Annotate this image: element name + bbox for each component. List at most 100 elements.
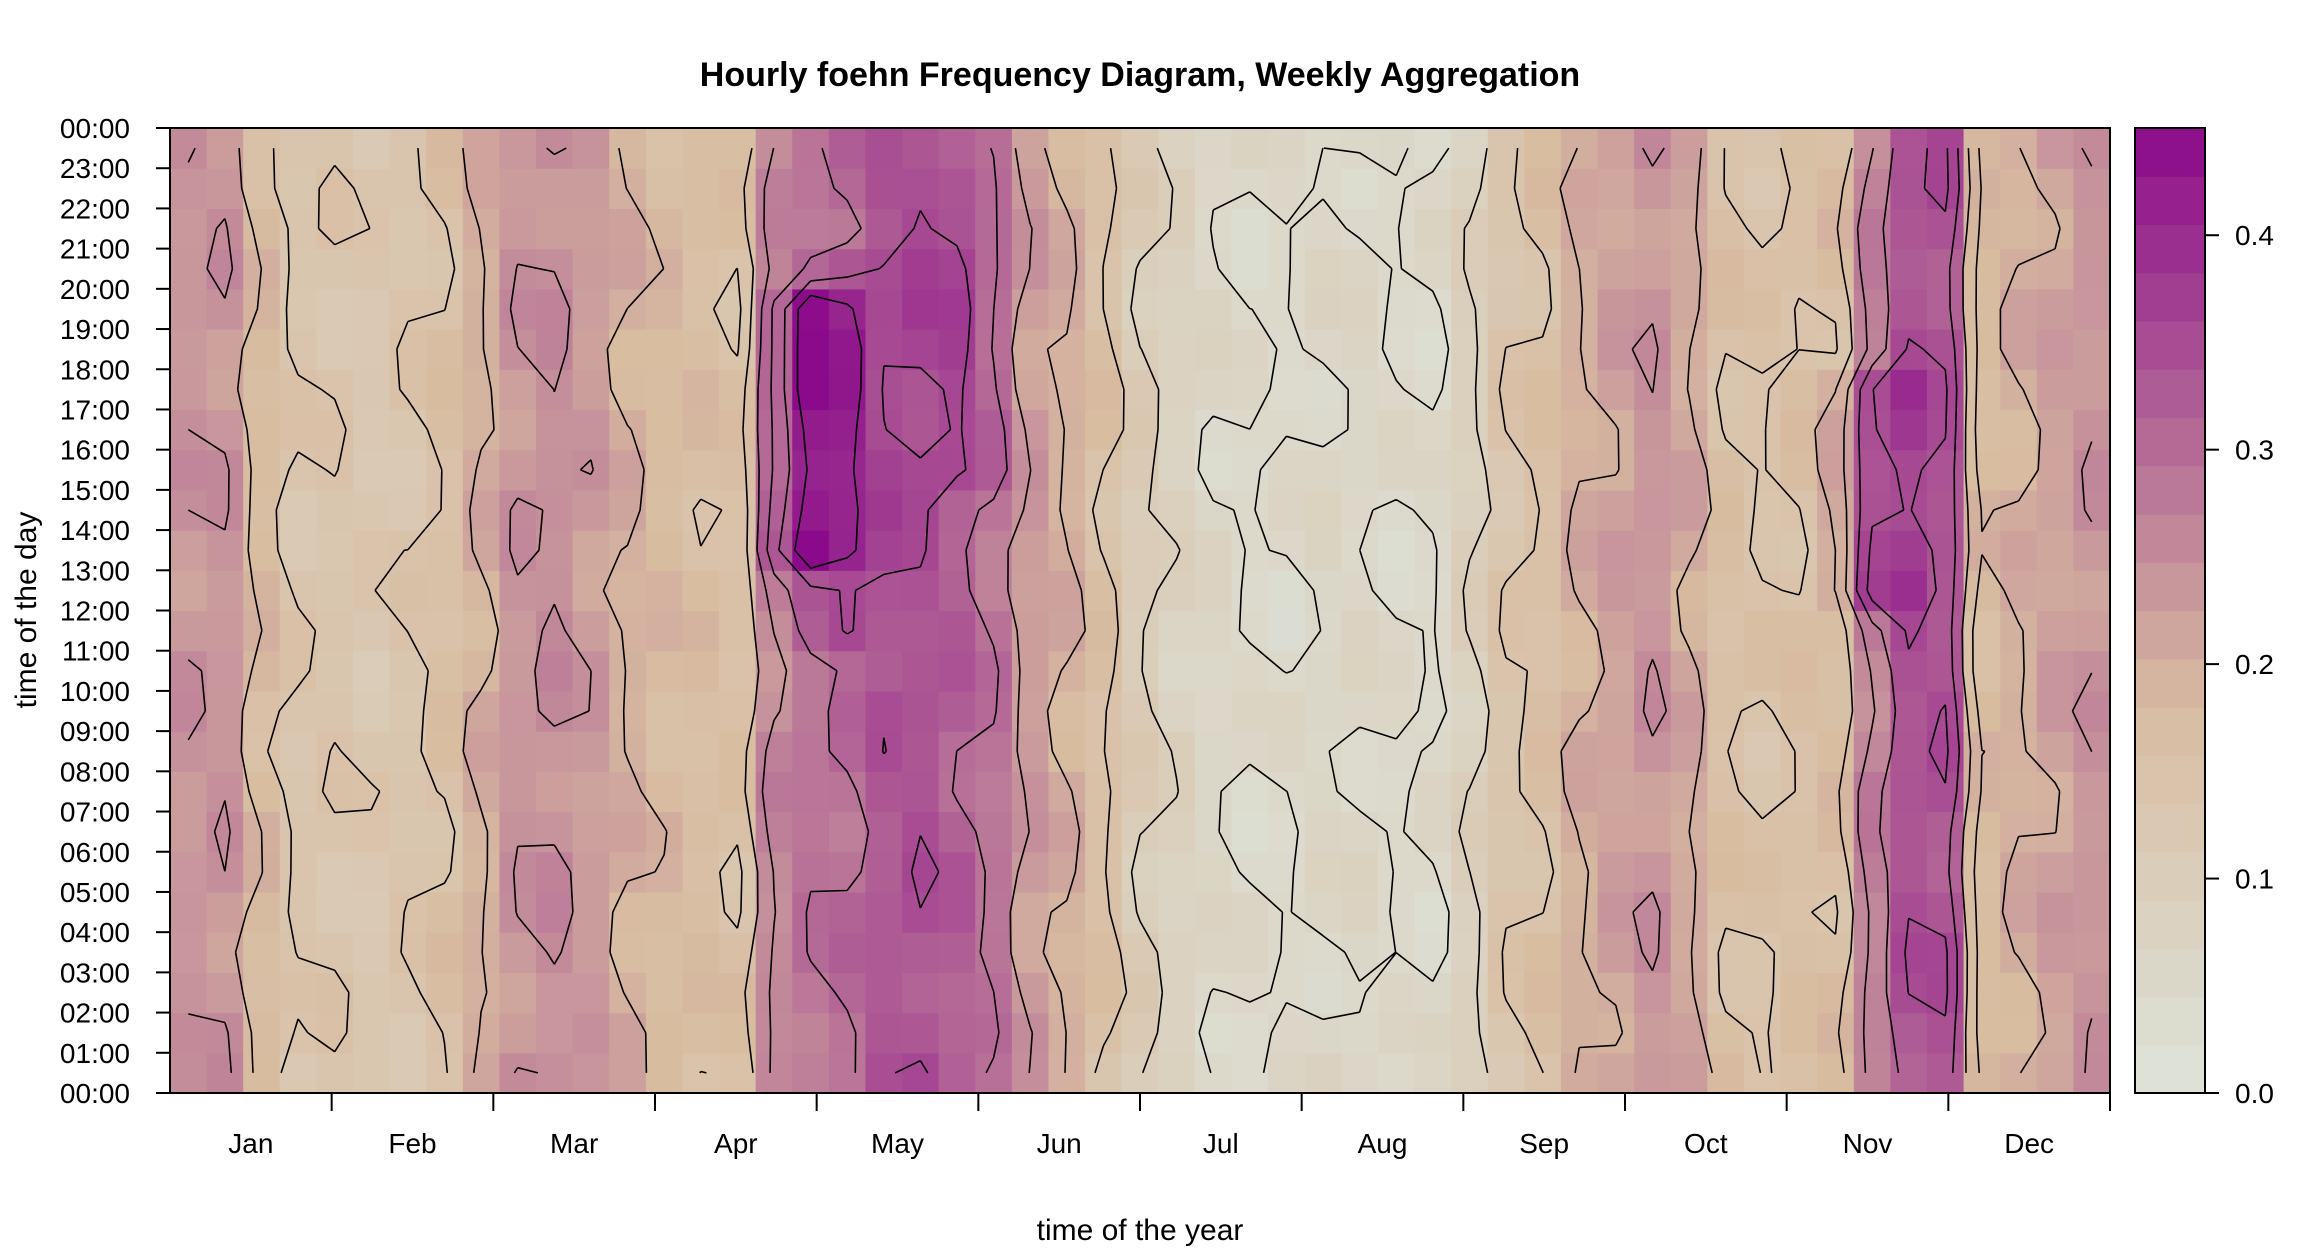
heatmap-cell — [1121, 972, 1159, 1014]
heatmap-cell — [719, 369, 757, 411]
heatmap-cell — [1048, 409, 1086, 451]
heatmap-cell — [536, 449, 574, 491]
heatmap-cell — [645, 972, 684, 1014]
heatmap-cell — [1268, 208, 1306, 250]
heatmap-cell — [938, 449, 976, 491]
heatmap-cell — [499, 288, 537, 330]
heatmap-cell — [719, 208, 757, 250]
heatmap-cell — [1451, 570, 1489, 612]
heatmap-cell — [1085, 851, 1123, 893]
heatmap-cell — [828, 128, 867, 169]
heatmap-cell — [1524, 972, 1562, 1014]
heatmap-cell — [316, 811, 354, 853]
heatmap-cell — [1121, 932, 1159, 973]
heatmap-cell — [2073, 811, 2111, 853]
heatmap-cell — [2073, 771, 2111, 813]
colorbar-swatch — [2135, 755, 2205, 805]
heatmap-cell — [828, 329, 867, 370]
heatmap-cell — [1231, 610, 1269, 652]
heatmap-cell — [316, 168, 354, 210]
heatmap-cell — [1926, 288, 1965, 330]
heatmap-cell — [1268, 932, 1306, 973]
heatmap-cell — [1487, 570, 1525, 612]
heatmap-cell — [1817, 489, 1855, 531]
heatmap-cell — [1890, 932, 1928, 973]
heatmap-cell — [938, 489, 976, 531]
heatmap-cell — [1451, 650, 1489, 692]
heatmap-cell — [1377, 1052, 1416, 1094]
y-tick-label: 18:00 — [60, 354, 130, 385]
y-tick-label: 07:00 — [60, 797, 130, 828]
heatmap-cell — [1085, 128, 1123, 169]
heatmap-cell — [1194, 128, 1233, 169]
heatmap-cell — [609, 650, 647, 692]
heatmap-cell — [609, 168, 647, 210]
heatmap-cell — [170, 932, 208, 973]
heatmap-cell — [975, 208, 1013, 250]
heatmap-cell — [499, 409, 537, 451]
heatmap-cell — [1231, 891, 1269, 933]
heatmap-cell — [1963, 570, 2001, 612]
heatmap-cell — [1231, 650, 1269, 692]
heatmap-cell — [316, 570, 354, 612]
heatmap-cell — [2036, 369, 2074, 411]
heatmap-cell — [1011, 891, 1050, 933]
heatmap-cell — [353, 168, 391, 210]
heatmap-cell — [1524, 610, 1562, 652]
heatmap-cell — [316, 530, 354, 571]
heatmap-cell — [353, 650, 391, 692]
heatmap-cell — [1707, 610, 1745, 652]
heatmap-cell — [279, 811, 318, 853]
heatmap-cell — [645, 610, 684, 652]
heatmap-cell — [792, 1012, 830, 1054]
heatmap-cell — [1780, 489, 1818, 531]
heatmap-cell — [1085, 731, 1123, 772]
heatmap-cell — [755, 369, 793, 411]
heatmap-cell — [572, 1012, 610, 1054]
heatmap-cell — [1304, 851, 1342, 893]
heatmap-cell — [828, 530, 867, 571]
heatmap-cell — [792, 128, 830, 169]
heatmap-cell — [1487, 409, 1525, 451]
heatmap-cell — [462, 128, 501, 169]
heatmap-cell — [206, 731, 244, 772]
heatmap-cell — [1377, 690, 1416, 732]
heatmap-cell — [206, 329, 244, 370]
heatmap-cell — [1743, 972, 1782, 1014]
heatmap-cell — [1634, 1012, 1672, 1054]
heatmap-cell — [316, 208, 354, 250]
heatmap-cell — [1341, 128, 1379, 169]
heatmap-cell — [1121, 771, 1159, 813]
heatmap-cell — [572, 168, 610, 210]
heatmap-cell — [938, 1012, 976, 1054]
heatmap-cell — [1304, 570, 1342, 612]
heatmap-cell — [1817, 1052, 1855, 1094]
heatmap-cell — [536, 771, 574, 813]
heatmap-cell — [2000, 409, 2038, 451]
heatmap-cell — [499, 851, 537, 893]
heatmap-cell — [1707, 570, 1745, 612]
heatmap-cell — [865, 449, 903, 491]
heatmap-cell — [1194, 690, 1233, 732]
heatmap-cell — [2073, 128, 2111, 169]
heatmap-cell — [609, 851, 647, 893]
heatmap-cell — [572, 369, 610, 411]
heatmap-cell — [1707, 1052, 1745, 1094]
heatmap-cell — [2000, 771, 2038, 813]
heatmap-cell — [389, 1052, 427, 1094]
heatmap-cell — [1194, 1012, 1233, 1054]
heatmap-cell — [682, 731, 720, 772]
heatmap-cell — [1890, 489, 1928, 531]
heatmap-cell — [1158, 690, 1196, 732]
heatmap-cell — [1341, 1012, 1379, 1054]
heatmap-cell — [1451, 1052, 1489, 1094]
heatmap-cell — [572, 1052, 610, 1094]
heatmap-cell — [353, 449, 391, 491]
heatmap-cell — [1524, 690, 1562, 732]
heatmap-cell — [1780, 811, 1818, 853]
heatmap-cell — [1597, 369, 1635, 411]
heatmap-cell — [792, 932, 830, 973]
heatmap-cell — [426, 329, 464, 370]
heatmap-cell — [1670, 771, 1708, 813]
heatmap-cell — [243, 329, 281, 370]
